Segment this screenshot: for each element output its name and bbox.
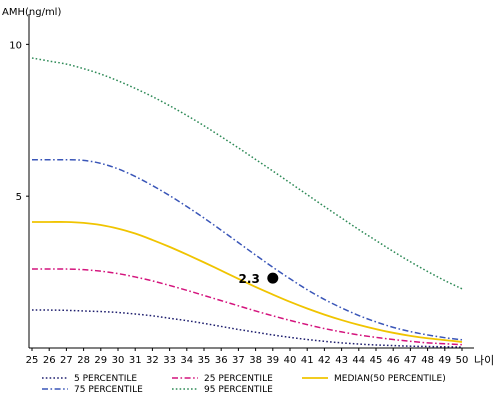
annotations: 2.3	[239, 272, 260, 286]
x-tick-label: 36	[215, 355, 228, 366]
x-tick-label: 30	[112, 355, 125, 366]
y-tick-label: 10	[9, 40, 22, 51]
y-tick-label: 5	[16, 192, 22, 203]
x-tick-label: 49	[438, 355, 451, 366]
legend-label-25-percentile: 25 PERCENTILE	[204, 374, 273, 384]
legend: 5 PERCENTILE 25 PERCENTILE MEDIAN(50 PERCE…	[42, 374, 446, 395]
legend-label-75-percentile: 75 PERCENTILE	[74, 385, 143, 395]
x-tick-label: 44	[352, 355, 365, 366]
x-tick-label: 39	[266, 355, 279, 366]
patient-amh-point	[267, 272, 279, 284]
x-tick-label: 45	[370, 355, 383, 366]
x-tick-label: 31	[129, 355, 142, 366]
x-tick-label: 48	[421, 355, 434, 366]
legend-label-95-percentile: 95 PERCENTILE	[204, 385, 273, 395]
series-line-75-percentile	[31, 158, 463, 341]
axes	[28, 14, 474, 349]
y-axis-label: AMH(ng/ml)	[2, 7, 61, 18]
x-tick-label: 32	[146, 355, 159, 366]
x-tick-label: 35	[198, 355, 211, 366]
x-tick-label: 33	[163, 355, 176, 366]
plot-lines	[31, 57, 463, 348]
x-tick-label: 47	[404, 355, 417, 366]
series-line-25-percentile	[31, 268, 463, 346]
x-tick-label: 41	[301, 355, 314, 366]
x-tick-label: 46	[387, 355, 400, 366]
data-points	[267, 272, 279, 284]
x-tick-label: 28	[77, 355, 90, 366]
legend-label-median-50-percentile: MEDIAN(50 PERCENTILE)	[334, 374, 446, 384]
x-tick-label: 50	[456, 355, 469, 366]
x-tick-label: 34	[180, 355, 193, 366]
x-tick-label: 37	[232, 355, 245, 366]
data-value-label: 2.3	[239, 272, 260, 286]
x-ticks: 25 26 27 28 29 30 31 32 33 34 35 36 37 38 39 40 41 42 43 44…	[26, 348, 469, 366]
x-tick-label: 26	[43, 355, 56, 366]
series-line-5-percentile	[31, 309, 463, 348]
x-axis-label: 나이	[474, 354, 494, 367]
x-tick-label: 25	[26, 355, 39, 366]
legend-label-5-percentile: 5 PERCENTILE	[74, 374, 137, 384]
x-tick-label: 38	[249, 355, 262, 366]
x-tick-label: 40	[284, 355, 297, 366]
y-ticks: 5 10	[9, 40, 29, 203]
x-tick-label: 29	[94, 355, 107, 366]
series-line-median-50-percentile	[31, 221, 463, 343]
x-tick-label: 43	[335, 355, 348, 366]
x-tick-label: 42	[318, 355, 331, 366]
x-tick-label: 27	[60, 355, 73, 366]
series-line-95-percentile	[31, 57, 463, 290]
